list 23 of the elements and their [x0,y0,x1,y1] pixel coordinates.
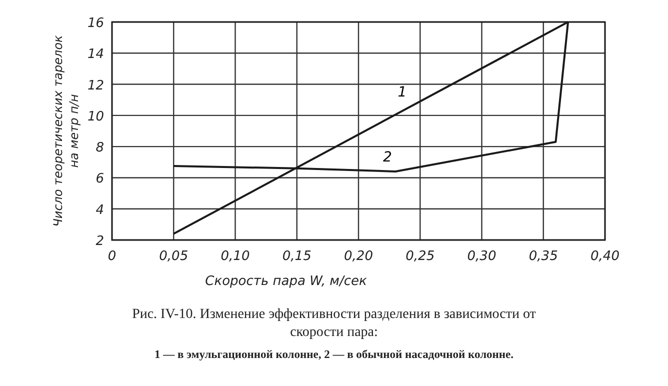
text: Рис. IV-10. Изменение эффективности разделения в зависимости от скорости пара: [132,307,536,340]
x-tick-label: 0 [108,249,116,264]
x-axis-title: Скорость пара W, м/сек [205,274,367,289]
y-tick-label: 6 [96,172,104,187]
y-tick-label: 12 [87,78,104,94]
series-label: 2 [383,149,392,166]
x-tick-label: 0,25 [406,249,435,264]
x-tick-label: 0,35 [528,249,558,264]
y-tick-label: 4 [96,202,104,218]
y-tick-label: 10 [87,109,104,124]
x-tick-label: 0,05 [159,249,188,264]
y-tick-label: 8 [96,140,104,156]
x-tick-label: 0,40 [590,249,620,264]
x-tick-label: 0,10 [220,249,250,264]
y-tick-label: 2 [96,234,104,249]
x-tick-label: 0,15 [282,249,312,264]
y-tick-label: 14 [87,47,104,62]
y-axis-title: Число теоретических тарелок на метр п/н [51,34,81,227]
text: 1 — в эмульгационной колонне, 2 — в обычной насадочной колонне. [154,349,514,361]
x-tick-label: 0,30 [467,249,496,264]
series-label: 1 [398,84,407,101]
y-tick-label: 16 [87,16,104,31]
x-tick-label: 0,20 [344,249,373,264]
